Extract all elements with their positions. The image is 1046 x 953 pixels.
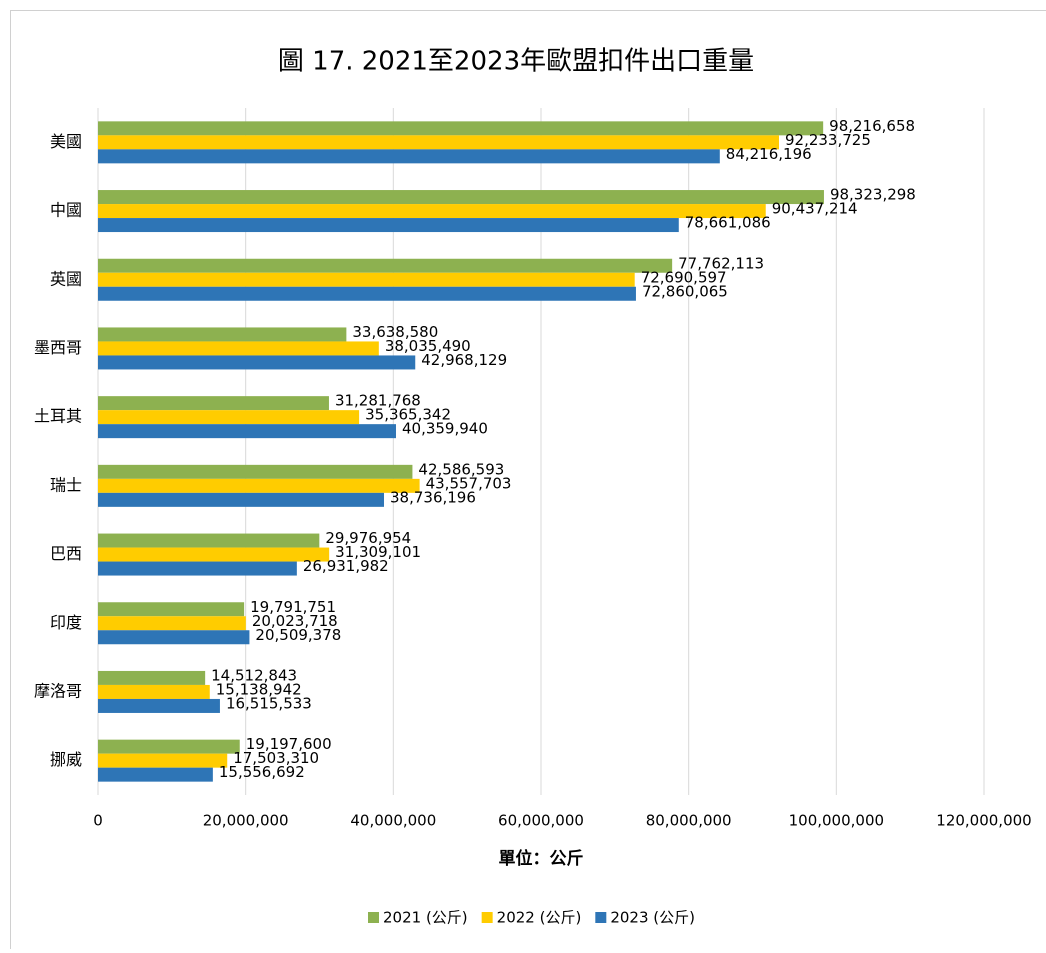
value-label: 84,216,196 (726, 145, 812, 163)
bar (98, 768, 213, 782)
legend-swatch (482, 912, 493, 923)
bar (98, 190, 824, 204)
bar (98, 355, 415, 369)
bar (98, 149, 720, 163)
bar (98, 754, 227, 768)
bar (98, 204, 766, 218)
value-label: 26,931,982 (303, 557, 389, 575)
bar (98, 630, 249, 644)
bar (98, 493, 384, 507)
x-tick-label: 20,000,000 (203, 812, 289, 830)
y-tick-label: 土耳其 (34, 407, 82, 426)
y-tick-label: 中國 (50, 201, 82, 220)
x-tick-label: 0 (93, 812, 103, 830)
y-tick-label: 摩洛哥 (34, 681, 82, 700)
legend-label: 2022 (公斤) (497, 909, 582, 927)
y-tick-label: 印度 (50, 613, 82, 632)
value-label: 38,736,196 (390, 488, 476, 506)
bar (98, 218, 679, 232)
bar (98, 740, 240, 754)
bar (98, 121, 823, 135)
bar (98, 465, 412, 479)
bar (98, 135, 779, 149)
bar (98, 410, 359, 424)
value-label: 16,515,533 (226, 694, 312, 712)
value-label: 40,359,940 (402, 420, 488, 438)
bar (98, 602, 244, 616)
value-label: 15,556,692 (219, 763, 305, 781)
bar (98, 616, 246, 630)
bar (98, 259, 672, 273)
x-axis-label: 單位：公斤 (499, 848, 584, 869)
value-label: 42,968,129 (421, 351, 507, 369)
y-tick-label: 巴西 (50, 544, 82, 563)
bar (98, 424, 396, 438)
value-label: 20,509,378 (255, 626, 341, 644)
chart-title: 圖 17. 2021至2023年歐盟扣件出口重量 (278, 47, 754, 77)
x-tick-label: 80,000,000 (646, 812, 732, 830)
y-tick-label: 墨西哥 (34, 338, 82, 357)
y-tick-label: 瑞士 (50, 475, 82, 494)
bar (98, 534, 319, 548)
y-tick-label: 挪威 (50, 750, 82, 769)
bar (98, 699, 220, 713)
bar (98, 671, 205, 685)
bar (98, 327, 346, 341)
bar (98, 396, 329, 410)
bar (98, 273, 635, 287)
x-tick-label: 100,000,000 (789, 812, 884, 830)
y-tick-label: 英國 (50, 269, 82, 288)
bar (98, 685, 210, 699)
bar (98, 479, 420, 493)
bar (98, 341, 379, 355)
bar (98, 548, 329, 562)
legend-swatch (368, 912, 379, 923)
x-tick-label: 120,000,000 (936, 812, 1031, 830)
bar (98, 287, 636, 301)
value-label: 72,860,065 (642, 282, 728, 300)
legend-swatch (595, 912, 606, 923)
legend-label: 2023 (公斤) (610, 909, 695, 927)
legend-label: 2021 (公斤) (383, 909, 468, 927)
x-tick-label: 60,000,000 (498, 812, 584, 830)
y-tick-label: 美國 (50, 132, 82, 151)
value-label: 90,437,214 (772, 200, 858, 218)
value-label: 78,661,086 (685, 214, 771, 232)
x-tick-label: 40,000,000 (350, 812, 436, 830)
bar (98, 562, 297, 576)
